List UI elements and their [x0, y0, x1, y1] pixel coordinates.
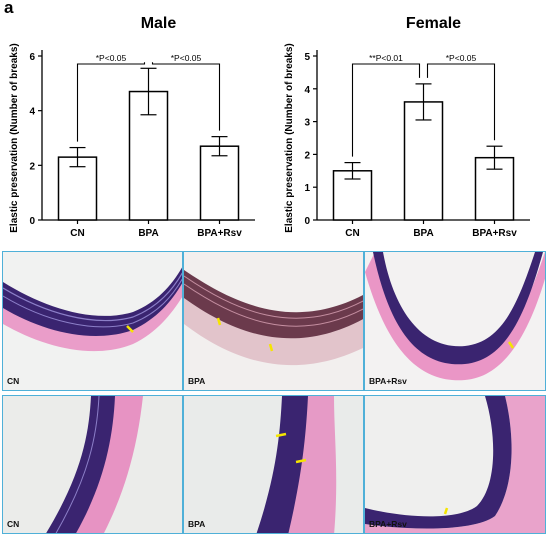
- x-tick-label: BPA: [138, 228, 158, 239]
- female-bar-chart: Female Elastic preservation (Number of br…: [284, 15, 530, 239]
- male-bar-chart: Male Elastic preservation (Number of brea…: [9, 15, 255, 239]
- micrograph-label: CN: [7, 376, 20, 386]
- micrograph-label: BPA+Rsv: [369, 376, 407, 386]
- y-tick-label: 6: [29, 52, 35, 63]
- significance-bracket: [76, 62, 146, 142]
- significance-label: *P<0.05: [446, 53, 477, 63]
- bar-bpa-rsv: [199, 145, 240, 221]
- micrograph-b-cn: CN: [2, 251, 183, 391]
- y-tick-label: 2: [29, 161, 35, 172]
- x-tick-label: CN: [345, 228, 359, 239]
- y-tick-label: 4: [29, 107, 35, 118]
- micrograph-label: CN: [7, 519, 20, 529]
- x-tick-label: BPA+Rsv: [197, 228, 242, 239]
- y-axis-label: Elastic preservation (Number of breaks): [9, 43, 20, 233]
- significance-bracket: [151, 62, 221, 131]
- micrograph-c-bpa: BPA: [183, 395, 364, 534]
- significance-label: **P<0.01: [369, 53, 403, 63]
- y-tick-label: 1: [304, 183, 310, 194]
- y-tick-label: 4: [304, 85, 310, 96]
- significance-label: *P<0.05: [171, 53, 202, 63]
- y-tick-label: 5: [304, 52, 310, 63]
- significance-bracket: [426, 63, 496, 141]
- micrograph-b-bpa: BPA: [183, 251, 364, 391]
- y-tick-label: 3: [304, 118, 310, 129]
- x-tick-label: BPA+Rsv: [472, 228, 517, 239]
- micrograph-c-bpa-rsv: BPA+Rsv: [364, 395, 546, 534]
- micrograph-c-cn: CN: [2, 395, 183, 534]
- chart-title: Female: [406, 15, 461, 32]
- x-tick-label: BPA: [413, 228, 433, 239]
- chart-title: Male: [141, 15, 177, 32]
- significance-bracket: [351, 63, 421, 157]
- x-tick-label: CN: [70, 228, 84, 239]
- y-tick-label: 0: [29, 216, 35, 227]
- y-axis-label: Elastic preservation (Number of breaks): [284, 43, 295, 233]
- panel-label-a: a: [4, 0, 14, 17]
- micrograph-label: BPA+Rsv: [369, 519, 407, 529]
- micrograph-label: BPA: [188, 519, 206, 529]
- micrograph-label: BPA: [188, 376, 206, 386]
- y-tick-label: 0: [304, 216, 310, 227]
- y-tick-label: 2: [304, 150, 310, 161]
- significance-label: *P<0.05: [96, 53, 127, 63]
- bar-bpa: [403, 101, 444, 221]
- micrograph-b-bpa-rsv: BPA+Rsv: [364, 251, 546, 391]
